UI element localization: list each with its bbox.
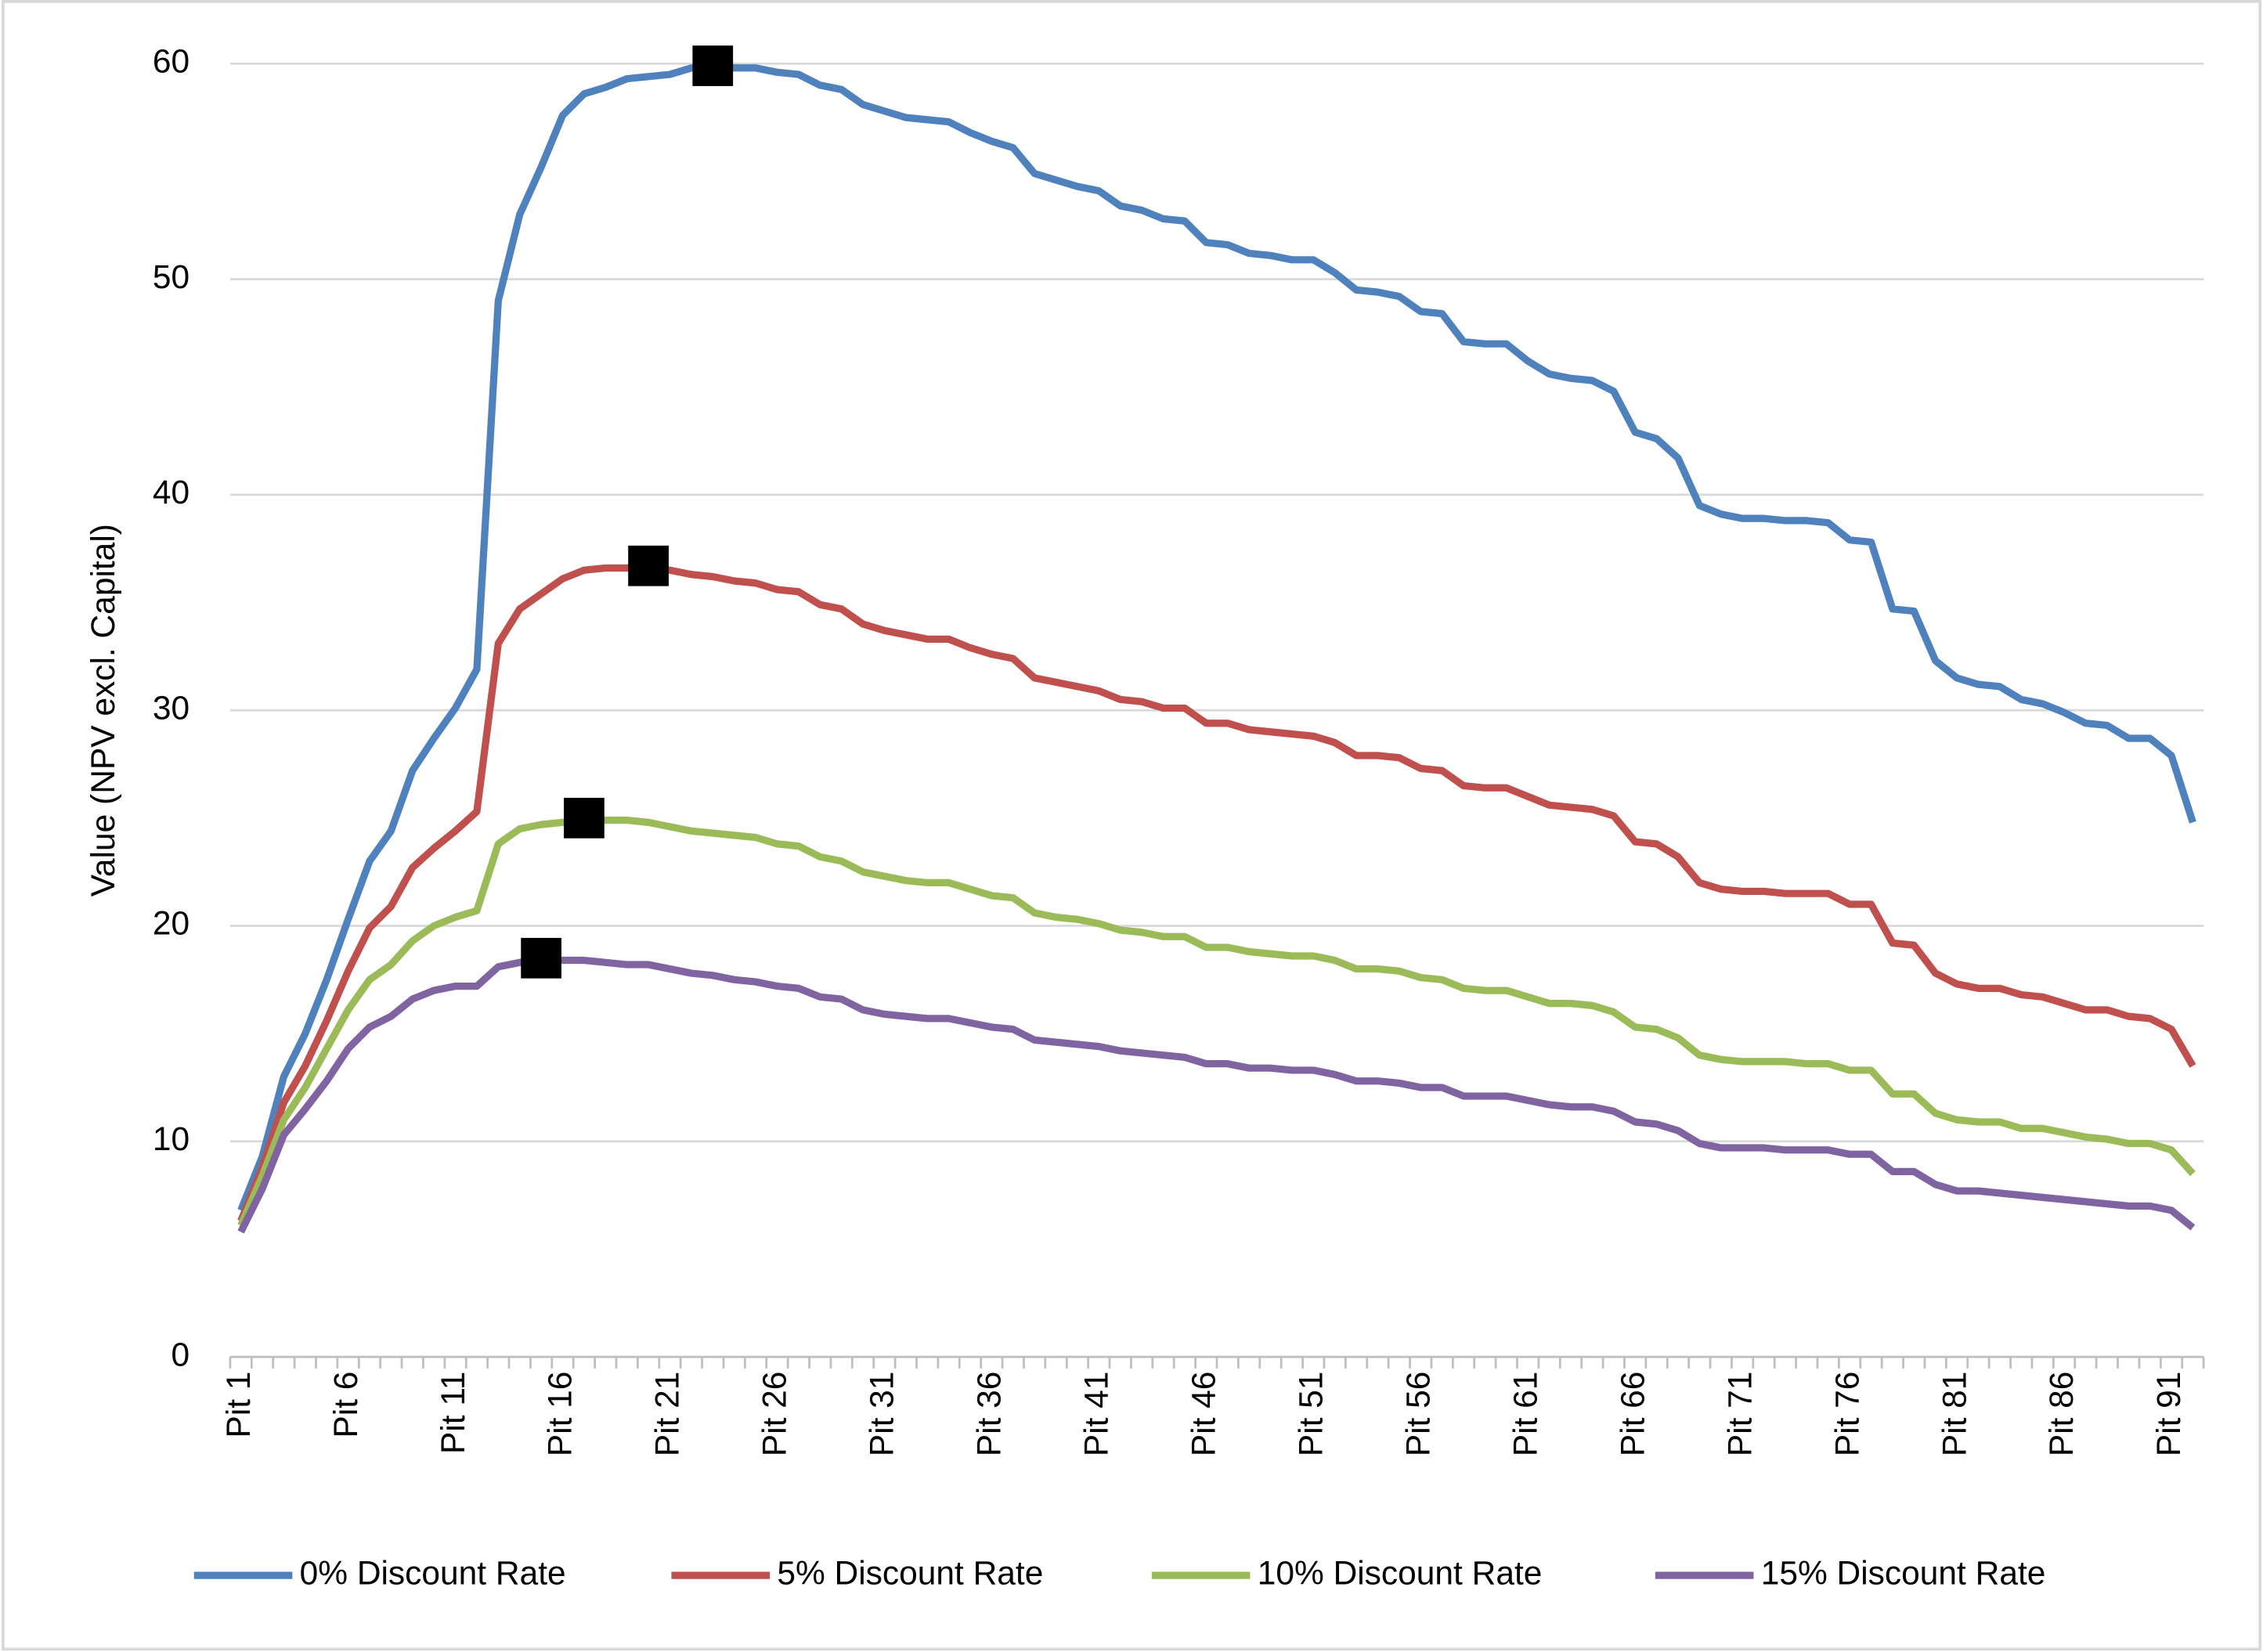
x-tick-label: Pit 86: [2044, 1372, 2081, 1457]
legend-label: 5% Discount Rate: [777, 1555, 1043, 1592]
series-line: [237, 562, 2196, 1223]
y-tick-label: 20: [153, 906, 189, 943]
x-tick-label: Pit 41: [1079, 1372, 1116, 1457]
x-tick-label: Pit 56: [1400, 1372, 1437, 1457]
y-tick-label: 40: [153, 474, 189, 511]
x-tick-label: Pit 6: [328, 1372, 365, 1438]
y-tick-label: 30: [153, 690, 189, 727]
x-tick-label: Pit 26: [757, 1372, 794, 1457]
legend-label: 0% Discount Rate: [300, 1555, 566, 1592]
y-tick-label: 60: [153, 44, 189, 81]
x-tick-label: Pit 46: [1186, 1372, 1223, 1457]
x-tick-label: Pit 31: [864, 1372, 901, 1457]
legend-label: 10% Discount Rate: [1258, 1555, 1543, 1592]
peak-marker: [628, 545, 669, 586]
x-tick-label: Pit 51: [1293, 1372, 1330, 1457]
y-tick-label: 10: [153, 1121, 189, 1158]
peak-marker: [564, 797, 605, 839]
x-tick-label: Pit 91: [2151, 1372, 2188, 1457]
legend-label: 15% Discount Rate: [1761, 1555, 2046, 1592]
y-tick-label: 50: [153, 259, 189, 296]
y-axis-title: Value (NPV excl. Capital): [85, 524, 122, 896]
x-tick-label: Pit 76: [1829, 1372, 1866, 1457]
x-tick-label: Pit 1: [221, 1372, 258, 1438]
x-tick-label: Pit 11: [435, 1372, 472, 1454]
x-tick-label: Pit 36: [972, 1372, 1009, 1457]
x-tick-label: Pit 61: [1507, 1372, 1544, 1457]
peak-marker: [521, 937, 561, 979]
x-tick-label: Pit 71: [1722, 1372, 1759, 1457]
y-tick-label: 0: [171, 1336, 190, 1373]
x-tick-label: Pit 21: [650, 1372, 687, 1457]
peak-marker: [692, 45, 734, 86]
series-line: [237, 62, 2196, 1212]
x-tick-label: Pit 66: [1615, 1372, 1651, 1457]
x-tick-label: Pit 16: [543, 1372, 579, 1457]
series-line: [237, 954, 2196, 1234]
x-tick-label: Pit 81: [1936, 1372, 1973, 1457]
